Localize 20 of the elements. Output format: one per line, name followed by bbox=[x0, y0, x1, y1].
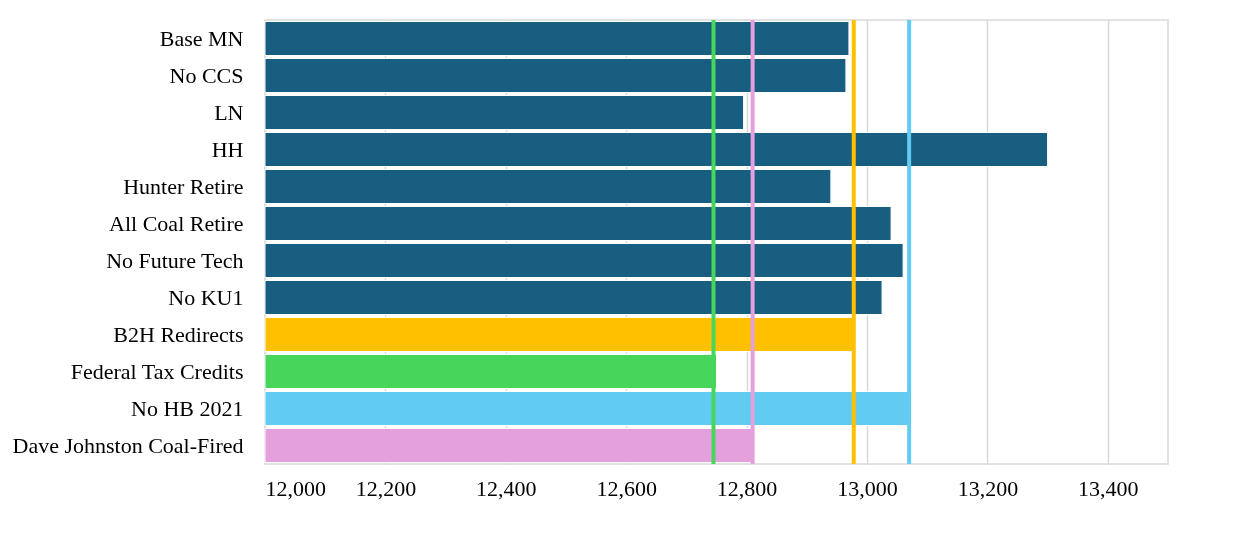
x-tick-label: 12,200 bbox=[355, 475, 417, 501]
y-tick-label: Base MN bbox=[159, 25, 244, 51]
y-tick-label: Dave Johnston Coal-Fired bbox=[12, 432, 244, 458]
y-tick-label: No HB 2021 bbox=[131, 395, 244, 421]
x-tick-label: 12,000 bbox=[265, 475, 326, 501]
x-tick-label: 12,600 bbox=[596, 475, 657, 501]
y-tick-label: No KU1 bbox=[168, 284, 244, 310]
x-tick-label: 13,000 bbox=[837, 475, 898, 501]
x-tick-label: 12,400 bbox=[476, 475, 537, 501]
y-tick-label: LN bbox=[214, 99, 244, 125]
y-tick-label: B2H Redirects bbox=[113, 321, 244, 347]
x-tick-label: 13,200 bbox=[957, 475, 1019, 501]
y-tick-label: No CCS bbox=[169, 62, 244, 88]
y-tick-label: Federal Tax Credits bbox=[70, 358, 244, 384]
x-tick-label: 13,400 bbox=[1078, 475, 1139, 501]
y-tick-label: Hunter Retire bbox=[123, 173, 244, 199]
y-tick-label: No Future Tech bbox=[106, 247, 244, 273]
y-tick-label: All Coal Retire bbox=[109, 210, 244, 236]
x-tick-label: 12,800 bbox=[716, 475, 778, 501]
y-tick-label: HH bbox=[211, 136, 244, 162]
